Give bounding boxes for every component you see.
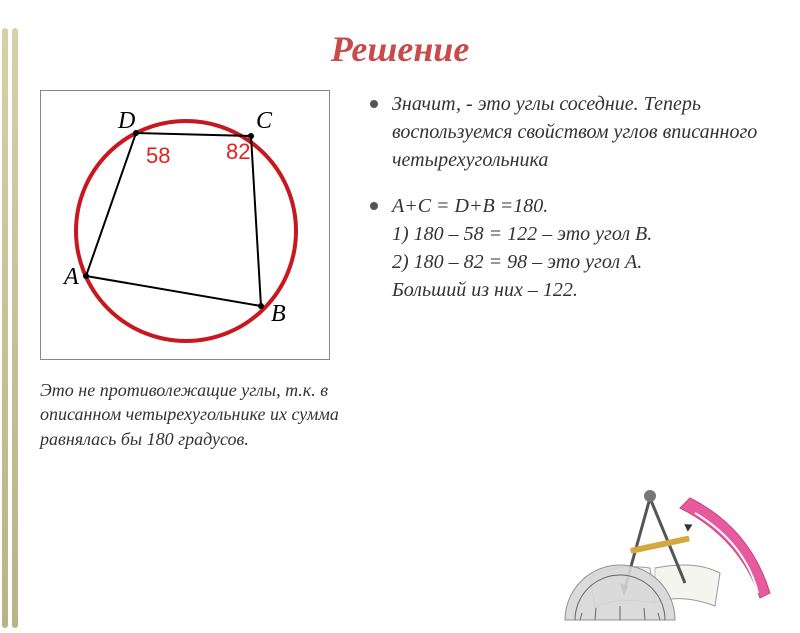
bullet-text: А+С = D+B =180.1) 180 – 58 = 122 – это у… (392, 192, 652, 304)
bullet-item: Значит, - это углы соседние. Теперь восп… (370, 90, 770, 174)
page-title: Решение (0, 28, 800, 70)
geometry-diagram: A B C D 58 82 (40, 90, 330, 360)
svg-text:82: 82 (226, 139, 250, 164)
svg-text:A: A (62, 264, 79, 290)
svg-text:C: C (256, 108, 273, 134)
tools-illustration (520, 448, 800, 628)
svg-text:D: D (117, 108, 135, 134)
text-column: Значит, - это углы соседние. Теперь восп… (350, 90, 770, 451)
svg-text:B: B (271, 301, 286, 327)
left-decoration (0, 28, 30, 628)
bullet-marker (370, 100, 378, 108)
svg-text:58: 58 (146, 143, 170, 168)
diagram-column: A B C D 58 82 Это не противолежащие углы, т.к… (40, 90, 350, 451)
bullet-text: Значит, - это углы соседние. Теперь восп… (392, 90, 770, 174)
bullet-item: А+С = D+B =180.1) 180 – 58 = 122 – это у… (370, 192, 770, 304)
diagram-caption: Это не противолежащие углы, т.к. в описа… (40, 378, 340, 451)
bullet-marker (370, 202, 378, 210)
content-area: A B C D 58 82 Это не противолежащие углы, т.к… (0, 90, 800, 451)
